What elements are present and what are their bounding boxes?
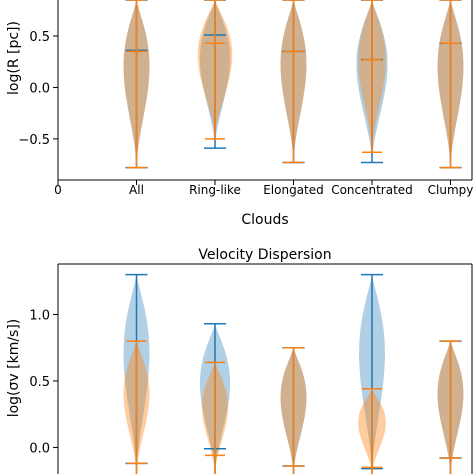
y-tick-label: 0.5 <box>29 30 50 45</box>
bottom-violins <box>123 273 464 474</box>
x-tick-label: 0 <box>54 183 62 197</box>
y-tick-label: 1.0 <box>29 309 50 324</box>
top-y-ticks: −0.5 0.0 0.5 <box>18 30 58 148</box>
top-y-axis-label: log(R [pc]) <box>6 21 22 95</box>
top-x-ticks: 0 All Ring-like Elongated Concentrated Clumpy <box>54 180 473 197</box>
bottom-y-ticks: 0.0 0.5 1.0 <box>29 309 58 456</box>
top-x-axis-label: Clouds <box>241 212 288 228</box>
x-tick-label: Ring-like <box>189 183 241 197</box>
bottom-y-axis-label: log(σv [km/s]) <box>6 319 22 418</box>
x-tick-label: Concentrated <box>331 183 413 197</box>
y-tick-label: −0.5 <box>18 133 50 148</box>
bottom-chart-title: Velocity Dispersion <box>198 247 331 263</box>
x-tick-label: All <box>129 183 144 197</box>
y-tick-label: 0.0 <box>29 441 50 456</box>
panel-radius: −0.5 0.0 0.5 0 All Ring-like Elongated Concent… <box>6 0 473 228</box>
panel-velocity: Velocity Dispersion 0.0 0.5 1.0 log(σv [km… <box>6 247 473 474</box>
x-tick-label: Clumpy <box>428 183 474 197</box>
y-tick-label: 0.5 <box>29 375 50 390</box>
x-tick-label: Elongated <box>263 183 324 197</box>
top-violins <box>123 0 464 169</box>
y-tick-label: 0.0 <box>29 81 50 96</box>
